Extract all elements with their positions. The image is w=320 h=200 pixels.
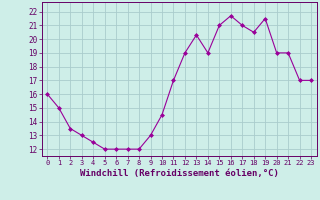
X-axis label: Windchill (Refroidissement éolien,°C): Windchill (Refroidissement éolien,°C) bbox=[80, 169, 279, 178]
